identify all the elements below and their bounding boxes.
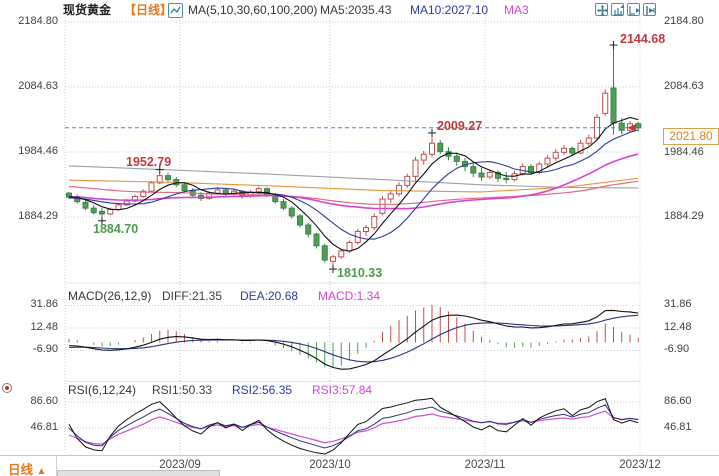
rsi-tick-right: 46.81 bbox=[664, 421, 692, 433]
macd-lines bbox=[68, 309, 639, 370]
ma5-value: MA5:2035.43 bbox=[320, 3, 392, 17]
ma-params-label: MA(5,10,30,60,100,200) bbox=[188, 3, 318, 17]
swing-low-annotation: 1884.70 bbox=[93, 222, 139, 236]
chart-type-icon bbox=[168, 3, 183, 18]
fit-vertical-icon[interactable] bbox=[611, 3, 625, 16]
footer-divider bbox=[0, 455, 719, 456]
swing-high-annotation: 2144.68 bbox=[620, 32, 666, 46]
timeframe-selector[interactable]: 日线 ▲ bbox=[8, 463, 47, 476]
rsi-tick-right: 86.60 bbox=[664, 395, 692, 407]
macd-histogram bbox=[68, 304, 639, 368]
macd-tick-right: 31.86 bbox=[664, 298, 692, 310]
rsi1-value: RSI1:50.33 bbox=[152, 383, 213, 397]
y-tick-right: 1984.46 bbox=[664, 146, 704, 158]
macd-diff-value: DIFF:21.35 bbox=[162, 289, 223, 303]
ma10-value: MA10:2027.10 bbox=[410, 3, 489, 17]
fit-horizontal-icon[interactable] bbox=[627, 3, 640, 16]
rsi-tick-left: 86.60 bbox=[30, 395, 58, 407]
x-axis-month-label: 2023/09 bbox=[159, 459, 201, 471]
y-tick-left: 2184.80 bbox=[18, 15, 58, 27]
macd-params-label: MACD(26,12,9) bbox=[68, 289, 152, 303]
y-tick-left: 1884.29 bbox=[18, 210, 58, 222]
gridlines bbox=[64, 14, 641, 455]
rsi2-value: RSI2:56.35 bbox=[232, 383, 293, 397]
y-tick-right: 2084.63 bbox=[664, 80, 704, 92]
step-forward-icon[interactable] bbox=[643, 3, 656, 16]
timeframe-badge: 【日线】 bbox=[124, 3, 173, 17]
macd-tick-left: 12.48 bbox=[30, 321, 58, 333]
scrollbar-thumb[interactable] bbox=[57, 470, 220, 476]
macd-tick-left: 31.86 bbox=[30, 298, 58, 310]
macd-tick-left: -6.90 bbox=[32, 343, 58, 355]
macd-dea-value: DEA:20.68 bbox=[240, 289, 299, 303]
indicator-marker-icon bbox=[2, 383, 12, 393]
swing-high-annotation: 1952.79 bbox=[126, 155, 172, 169]
ma-lines-layer bbox=[68, 116, 639, 252]
y-tick-left: 1984.46 bbox=[18, 145, 58, 157]
y-tick-right: 2184.80 bbox=[664, 15, 704, 27]
rsi-lines bbox=[68, 397, 639, 455]
rsi3-value: RSI3:57.84 bbox=[312, 383, 373, 397]
pan-tool-icon[interactable] bbox=[595, 3, 609, 17]
footer-cell-divider bbox=[56, 456, 57, 476]
x-axis-month-label: 2023/10 bbox=[309, 459, 351, 471]
current-price-line bbox=[65, 124, 640, 132]
extreme-markers bbox=[98, 41, 618, 274]
x-axis-month-label: 2023/11 bbox=[464, 459, 506, 471]
macd-tick-right: -6.90 bbox=[664, 343, 690, 355]
y-tick-left: 2084.63 bbox=[18, 80, 58, 92]
swing-low-annotation: 1810.33 bbox=[337, 266, 383, 280]
instrument-title: 现货黄金 bbox=[63, 3, 112, 17]
rsi-params-label: RSI(6,12,24) bbox=[68, 383, 137, 397]
current-price-box: 2021.80 bbox=[663, 128, 719, 145]
x-axis-month-label: 2023/12 bbox=[619, 459, 661, 471]
rsi-tick-left: 46.81 bbox=[30, 421, 58, 433]
macd-hist-value: MACD:1.34 bbox=[318, 289, 381, 303]
ma30-value-clipped: MA3 bbox=[504, 3, 529, 17]
y-tick-right: 1884.29 bbox=[664, 210, 704, 222]
macd-tick-right: 12.48 bbox=[664, 321, 692, 333]
triangle-up-icon: ▲ bbox=[36, 466, 47, 476]
swing-high-annotation: 2009.27 bbox=[437, 119, 483, 133]
